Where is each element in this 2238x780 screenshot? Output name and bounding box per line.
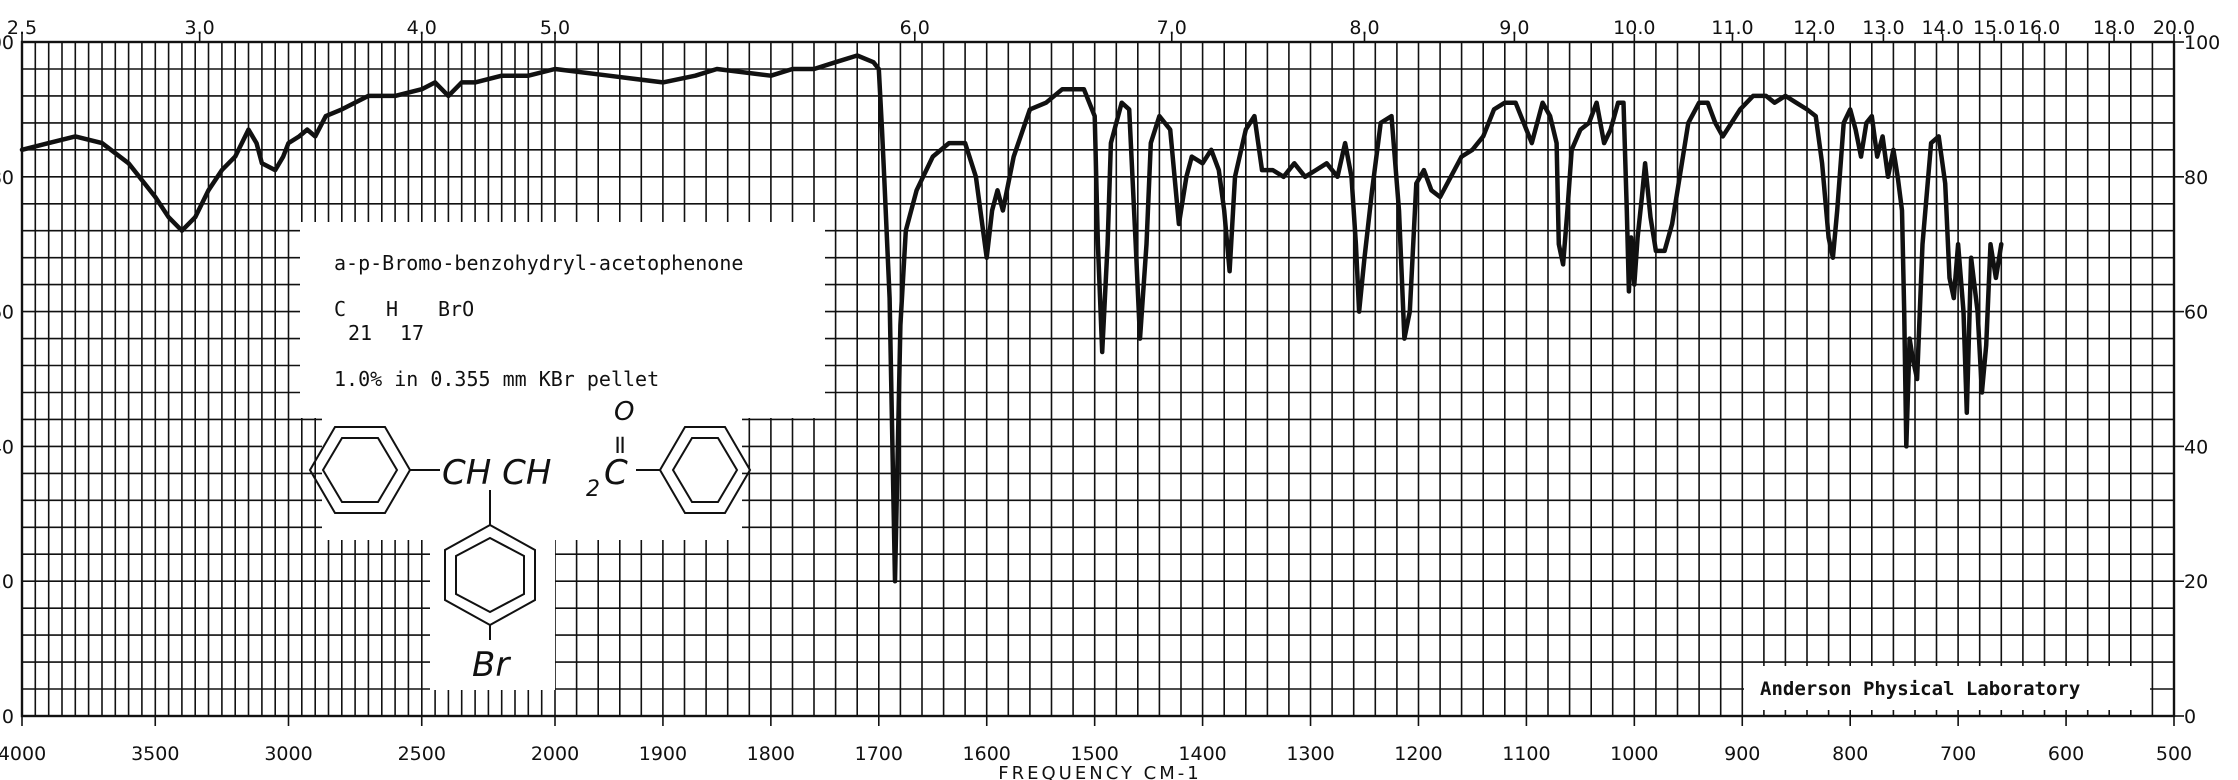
left-y-tick-label: 20 (0, 571, 14, 593)
carbonyl-carbon: C (604, 453, 628, 493)
formula-c: C (334, 297, 346, 321)
sample-label: a-p-Bromo-benzohydryl-acetophenone C 21 … (300, 222, 825, 690)
plot-frame (20, 40, 2176, 718)
right-y-tick-label: 60 (2184, 302, 2208, 324)
sample-description: 1.0% in 0.355 mm KBr pellet (334, 367, 659, 391)
bromine-label: Br (472, 645, 511, 685)
carbonyl-double-bond: = (605, 434, 635, 456)
left-y-tick-label: 60 (0, 302, 14, 324)
left-transmittance-axis: 0 20 40 60 80 100 (0, 32, 14, 728)
right-transmittance-axis: 0 20 40 60 80 100 (2174, 32, 2220, 728)
transmittance-trace (19, 53, 2004, 584)
phenyl-ring-left (308, 426, 412, 514)
wavelength-tick-label: 18.0 (2093, 17, 2135, 39)
left-y-tick-label: 80 (0, 167, 14, 189)
wavenumber-tick-label: 1200 (1394, 743, 1442, 765)
wavenumber-tick-label: 3500 (131, 743, 179, 765)
wavenumber-tick-label: 1500 (1070, 743, 1118, 765)
bromophenyl-ring-inner (455, 536, 525, 614)
wavelength-tick-label: 9.0 (1499, 17, 1529, 39)
structure-diagram: CH CH 2 C O = Br (308, 397, 752, 685)
wavelength-tick-label: 16.0 (2018, 17, 2060, 39)
phenyl-ring-right-inner (671, 437, 739, 503)
formula-c-count: 21 (348, 321, 372, 345)
carbonyl-oxygen: O (614, 397, 634, 427)
wavelength-tick-label: 13.0 (1862, 17, 1904, 39)
wavenumber-tick-label: 1800 (747, 743, 795, 765)
right-y-tick-label: 80 (2184, 167, 2208, 189)
wavenumber-tick-label: 1900 (639, 743, 687, 765)
wavenumber-tick-label: 600 (2048, 743, 2084, 765)
wavelength-tick-label: 6.0 (900, 17, 930, 39)
wavenumber-tick-label: 800 (1832, 743, 1868, 765)
wavelength-tick-label: 20.0 (2153, 17, 2195, 39)
wavenumber-tick-label: 2000 (531, 743, 579, 765)
wavelength-axis: 2.5 3.0 4.0 5.0 6.0 7.0 8.0 9.0 10.0 11.0 12.0 13.0… (7, 17, 2195, 42)
wavenumber-tick-label: 500 (2156, 743, 2192, 765)
formula-rest: BrO (438, 297, 474, 321)
formula-h: H (386, 297, 398, 321)
wavelength-tick-label: 3.0 (185, 17, 215, 39)
phenyl-ring-left-inner (321, 437, 399, 503)
left-y-tick-label: 0 (2, 706, 14, 728)
wavelength-tick-label: 2.5 (7, 17, 37, 39)
wavelength-tick-label: 11.0 (1711, 17, 1753, 39)
wavenumber-tick-label: 2500 (398, 743, 446, 765)
lab-name: Anderson Physical Laboratory (1760, 678, 2080, 700)
wavelength-tick-label: 7.0 (1157, 17, 1187, 39)
wavenumber-tick-label: 700 (1940, 743, 1976, 765)
compound-name: a-p-Bromo-benzohydryl-acetophenone (334, 251, 743, 275)
wavelength-tick-label: 15.0 (1973, 17, 2015, 39)
label-patch (300, 222, 825, 418)
left-y-tick-label: 40 (0, 436, 14, 458)
wavelength-tick-label: 12.0 (1793, 17, 1835, 39)
phenyl-ring-right (658, 426, 752, 514)
right-y-tick-label: 100 (2184, 32, 2220, 54)
wavenumber-tick-label: 1600 (963, 743, 1011, 765)
wavelength-tick-label: 10.0 (1613, 17, 1655, 39)
wavenumber-tick-label: 1100 (1502, 743, 1550, 765)
left-y-tick-label: 100 (0, 32, 14, 54)
formula-h-count: 17 (400, 321, 424, 345)
wavelength-tick-label: 14.0 (1922, 17, 1964, 39)
wavelength-tick-label: 5.0 (540, 17, 570, 39)
structure-patch (322, 410, 742, 540)
wavelength-tick-label: 8.0 (1349, 17, 1379, 39)
wavenumber-tick-label: 4000 (0, 743, 46, 765)
chain-label: CH CH (442, 453, 551, 493)
lab-label: Anderson Physical Laboratory (1744, 666, 2150, 710)
wavenumber-tick-label: 900 (1724, 743, 1760, 765)
right-y-tick-label: 20 (2184, 571, 2208, 593)
wavenumber-tick-label: 1700 (855, 743, 903, 765)
x-axis-title: FREQUENCY CM-1 (998, 763, 1201, 780)
wavenumber-tick-label: 1300 (1286, 743, 1334, 765)
wavenumber-tick-label: 1400 (1178, 743, 1226, 765)
right-y-tick-label: 0 (2184, 706, 2196, 728)
wavenumber-tick-label: 1000 (1610, 743, 1658, 765)
wavenumber-axis: 4000 3500 3000 2500 2000 1900 1800 1700 1600 1500… (0, 716, 2192, 765)
right-y-tick-label: 40 (2184, 436, 2208, 458)
wavenumber-tick-label: 3000 (264, 743, 312, 765)
wavelength-tick-label: 4.0 (407, 17, 437, 39)
chain-subscript: 2 (586, 477, 600, 502)
lab-label-patch (1744, 666, 2150, 710)
